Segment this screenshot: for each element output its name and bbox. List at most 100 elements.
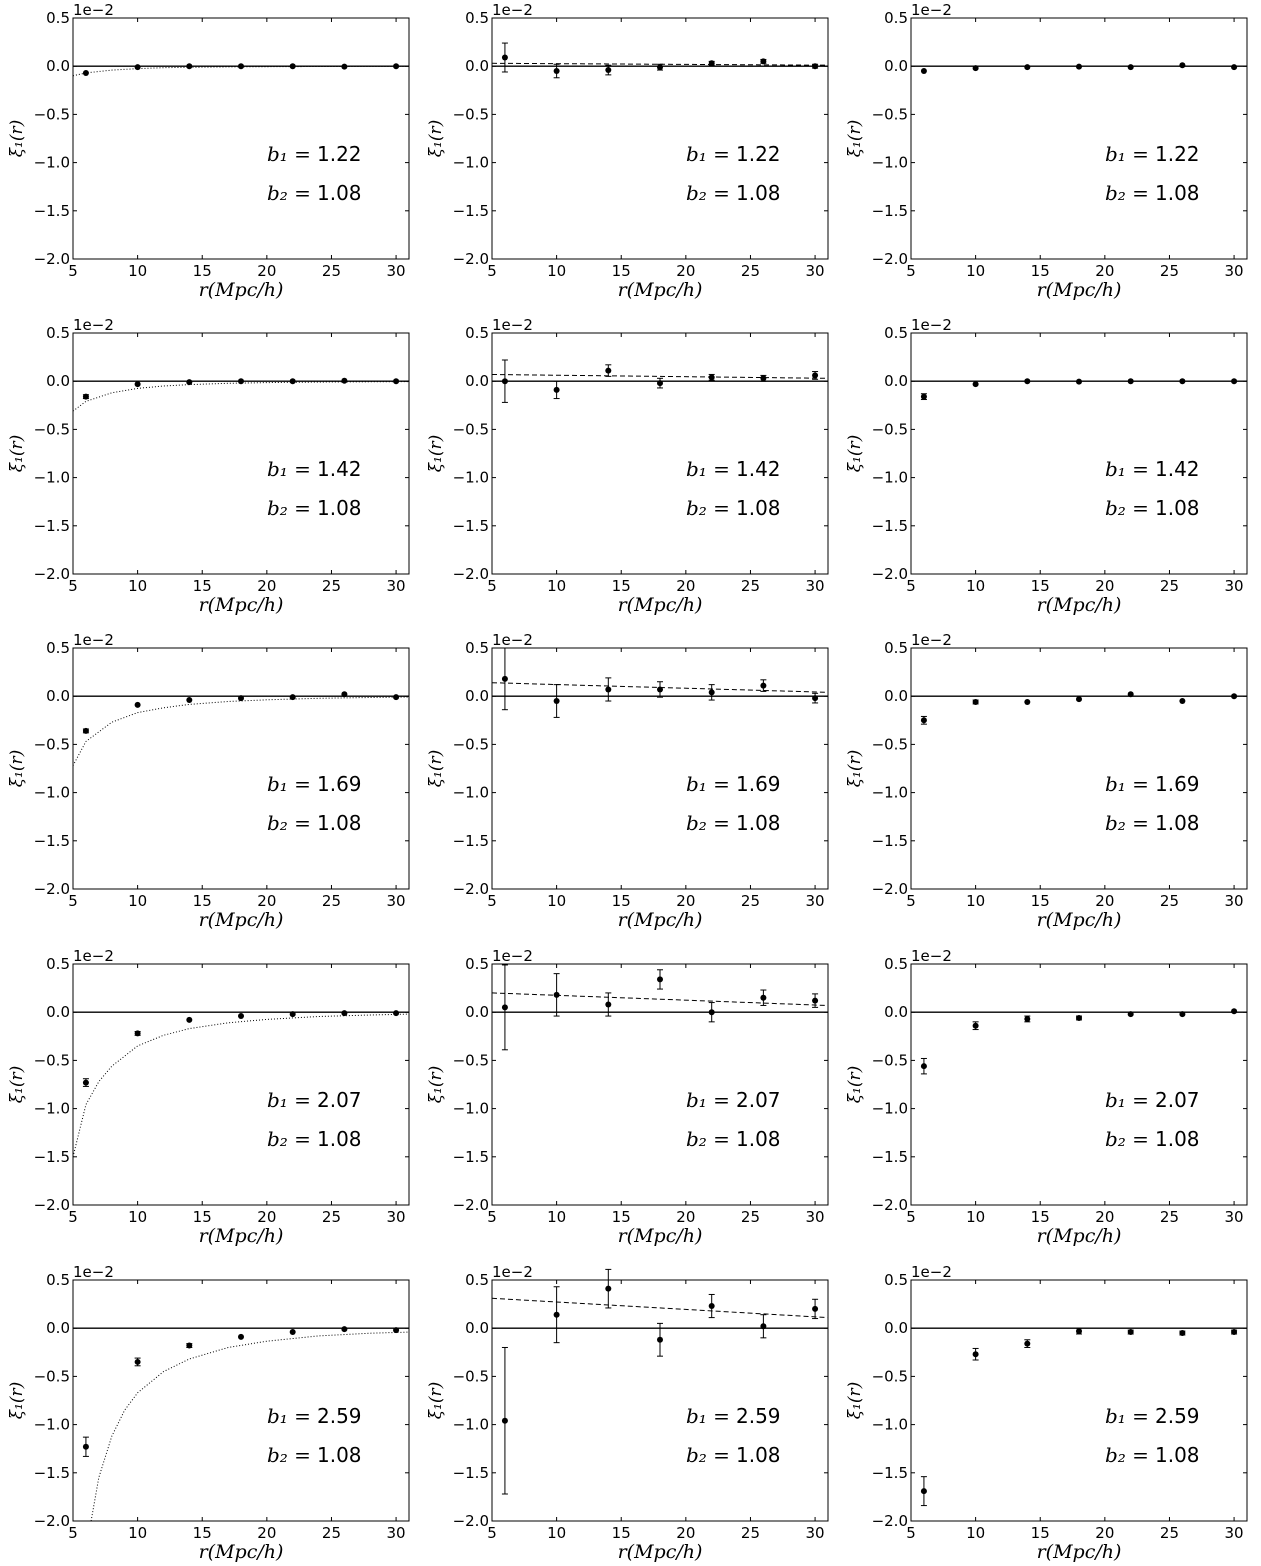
y-axis-label: ξ₁(r) xyxy=(426,435,446,473)
x-tick-label: 5 xyxy=(68,1208,78,1226)
b1-value: 1.22 xyxy=(736,142,781,166)
offset-text: 1e−2 xyxy=(911,316,952,334)
axes-frame xyxy=(910,1279,1248,1522)
model-dashed-line xyxy=(491,374,829,379)
data-point xyxy=(812,372,819,379)
y-tick-label: 0.5 xyxy=(884,324,908,342)
b2-value: 1.08 xyxy=(1155,496,1200,520)
data-point xyxy=(1076,1328,1082,1335)
x-tick-label: 15 xyxy=(193,1524,212,1542)
data-point xyxy=(134,1358,141,1365)
y-tick-label: −2.0 xyxy=(453,1196,489,1214)
data-point xyxy=(393,694,400,701)
data-point xyxy=(393,378,400,385)
y-tick-label: −1.5 xyxy=(34,1148,70,1166)
x-tick-label: 10 xyxy=(547,262,566,280)
data-point xyxy=(605,1285,612,1292)
y-tick-label: −1.0 xyxy=(872,1100,908,1118)
y-tick-label: −1.0 xyxy=(453,154,489,172)
x-axis-label: r(Mpc/h) xyxy=(618,279,703,301)
axes-frame xyxy=(72,1279,410,1522)
data-point xyxy=(1024,64,1031,71)
b2-label: b₂ = xyxy=(267,811,311,835)
data-point xyxy=(657,64,663,71)
panel-2-2: 5 10 15 20 25 30 0.5 0.0 −0.5 −1.0 −1.5 −2.0 1e−2 r(M… xyxy=(845,631,1248,931)
x-tick-label: 15 xyxy=(612,892,631,910)
y-axis-label: ξ₁(r) xyxy=(845,1066,865,1104)
x-tick-label: 10 xyxy=(966,892,985,910)
data-point xyxy=(760,994,767,1001)
y-tick-label: −2.0 xyxy=(34,880,70,898)
offset-text: 1e−2 xyxy=(492,947,533,965)
x-tick-label: 5 xyxy=(487,1208,497,1226)
x-tick-label: 25 xyxy=(741,1524,760,1542)
x-tick-label: 25 xyxy=(741,892,760,910)
b2-value: 1.08 xyxy=(1155,181,1200,205)
y-tick-label: 0.0 xyxy=(465,1319,489,1337)
data-point xyxy=(82,69,89,76)
b2-label: b₂ = xyxy=(686,181,730,205)
data-point xyxy=(920,1063,927,1070)
x-tick-label: 30 xyxy=(806,1524,825,1542)
x-tick-label: 30 xyxy=(387,1208,406,1226)
b1-value: 1.69 xyxy=(736,772,781,796)
y-tick-label: 0.5 xyxy=(465,955,489,973)
data-point xyxy=(812,1305,819,1312)
x-tick-label: 25 xyxy=(322,892,341,910)
model-dashed-line xyxy=(491,1297,829,1319)
x-tick-label: 20 xyxy=(1095,892,1114,910)
x-tick-label: 5 xyxy=(68,577,78,595)
y-tick-label: 0.5 xyxy=(46,955,70,973)
b1-label: b₁ = xyxy=(1105,142,1149,166)
x-tick-label: 15 xyxy=(1031,1524,1050,1542)
y-tick-label: 0.0 xyxy=(884,1319,908,1337)
b2-value: 1.08 xyxy=(317,181,362,205)
data-point xyxy=(553,68,560,75)
data-point xyxy=(134,701,141,708)
y-tick-label: 0.5 xyxy=(46,9,70,27)
y-axis-label: ξ₁(r) xyxy=(845,1382,865,1420)
data-point xyxy=(186,63,193,70)
data-point xyxy=(1179,62,1186,69)
panel-0-0: 5 10 15 20 25 30 0.5 0.0 −0.5 −1.0 −1.5 −2.0 1e−2 r(M… xyxy=(7,1,410,301)
y-tick-label: −1.0 xyxy=(453,1416,489,1434)
x-tick-label: 10 xyxy=(128,1524,147,1542)
data-point xyxy=(1024,1015,1031,1022)
y-tick-label: 0.0 xyxy=(46,1319,70,1337)
x-tick-label: 10 xyxy=(128,262,147,280)
x-tick-label: 30 xyxy=(806,892,825,910)
x-tick-label: 20 xyxy=(1095,262,1114,280)
axes-frame xyxy=(72,647,410,890)
b2-label: b₂ = xyxy=(686,1443,730,1467)
offset-text: 1e−2 xyxy=(492,631,533,649)
data-point xyxy=(708,1303,715,1310)
data-point xyxy=(1076,63,1082,70)
data-point xyxy=(708,374,715,381)
data-point xyxy=(1024,1340,1031,1347)
data-point xyxy=(82,393,89,400)
b1-value: 2.59 xyxy=(317,1404,362,1428)
data-point xyxy=(553,386,560,393)
b2-label: b₂ = xyxy=(1105,1443,1149,1467)
data-point xyxy=(134,1030,141,1037)
b2-label: b₂ = xyxy=(1105,181,1149,205)
b1-label: b₁ = xyxy=(1105,457,1149,481)
y-tick-label: 0.0 xyxy=(884,1003,908,1021)
y-tick-label: 0.5 xyxy=(465,639,489,657)
y-tick-label: −1.0 xyxy=(453,469,489,487)
x-axis-label: r(Mpc/h) xyxy=(199,909,284,931)
data-point xyxy=(134,64,141,71)
x-axis-label: r(Mpc/h) xyxy=(618,594,703,616)
y-tick-label: −1.0 xyxy=(34,154,70,172)
b1-value: 2.07 xyxy=(317,1088,362,1112)
data-point xyxy=(920,393,927,400)
x-tick-label: 5 xyxy=(906,1524,916,1542)
panel-2-0: 5 10 15 20 25 30 0.5 0.0 −0.5 −1.0 −1.5 −2.0 1e−2 r(M… xyxy=(7,631,410,931)
y-axis-label: ξ₁(r) xyxy=(7,1382,27,1420)
y-tick-label: −0.5 xyxy=(453,1367,489,1385)
y-tick-label: −1.0 xyxy=(34,469,70,487)
x-tick-label: 20 xyxy=(1095,1208,1114,1226)
x-axis-label: r(Mpc/h) xyxy=(618,1541,703,1563)
data-point xyxy=(238,1333,244,1340)
